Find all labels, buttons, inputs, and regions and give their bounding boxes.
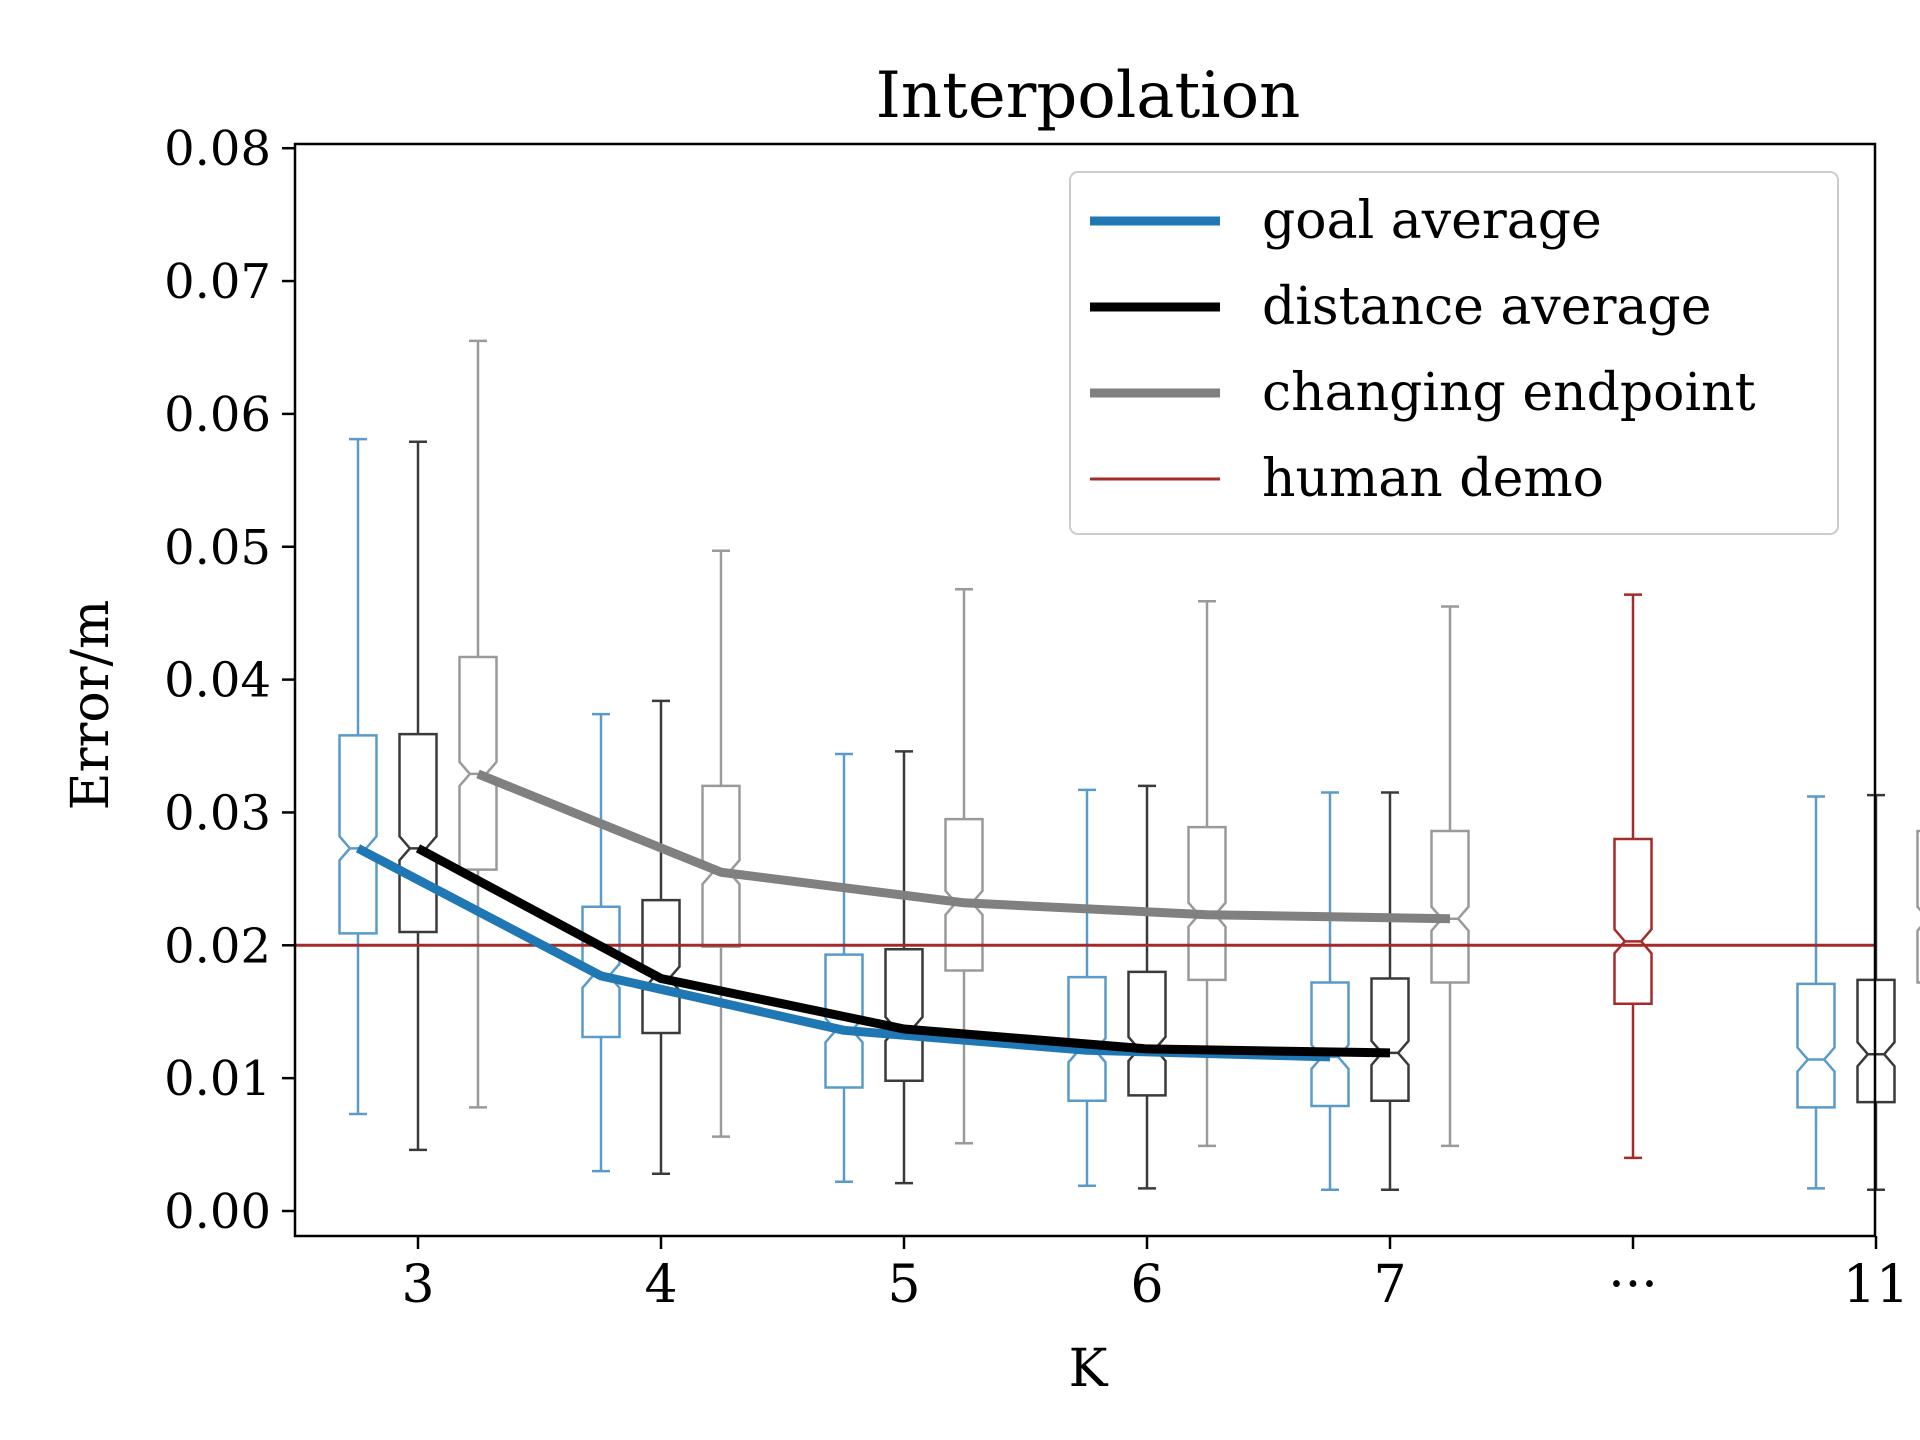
legend: goal average distance average changing end… <box>1069 171 1839 535</box>
x-tick-label: 4 <box>644 1255 677 1315</box>
y-tick-label: 0.08 <box>164 121 271 177</box>
legend-label: goal average <box>1262 191 1602 251</box>
chart-title: Interpolation <box>876 59 1301 133</box>
y-tick-label: 0.06 <box>164 387 271 443</box>
legend-frame <box>1069 171 1839 535</box>
boxplot <box>641 699 681 1176</box>
box-body <box>398 732 438 934</box>
plot-frame <box>293 142 1877 1238</box>
box-body <box>1856 978 1896 1104</box>
x-axis-label: K <box>1069 1339 1109 1399</box>
legend-label: distance average <box>1262 277 1712 337</box>
box-body <box>701 784 741 948</box>
x-tick-label: 7 <box>1373 1255 1406 1315</box>
y-tick-label: 0.05 <box>164 520 271 576</box>
box-body <box>944 817 984 972</box>
box-body <box>581 905 621 1039</box>
box-body <box>458 655 498 871</box>
x-tick-label: 11 <box>1843 1255 1909 1315</box>
x-tick-label: 5 <box>887 1255 920 1315</box>
y-tick-label: 0.01 <box>164 1051 271 1107</box>
y-tick-label: 0.07 <box>164 254 271 310</box>
boxplot <box>1796 795 1836 1190</box>
legend-label: human demo <box>1262 449 1604 509</box>
x-tick-label: 3 <box>401 1255 434 1315</box>
y-tick-label: 0.02 <box>164 918 271 974</box>
y-tick-label: 0.04 <box>164 653 271 709</box>
y-axis-label: Error/m <box>61 600 121 811</box>
legend-label: changing endpoint <box>1262 363 1756 423</box>
y-tick-label: 0.00 <box>164 1184 271 1240</box>
y-tick-label: 0.03 <box>164 785 271 841</box>
boxplot <box>398 440 438 1152</box>
box-body <box>824 953 864 1089</box>
x-tick-label: ··· <box>1608 1255 1658 1315</box>
series-line <box>476 769 1451 924</box>
box-body <box>338 734 378 935</box>
box-body <box>1067 975 1107 1102</box>
x-tick-label: 6 <box>1130 1255 1163 1315</box>
series-line <box>415 844 1391 1058</box>
box-body <box>1796 982 1836 1109</box>
